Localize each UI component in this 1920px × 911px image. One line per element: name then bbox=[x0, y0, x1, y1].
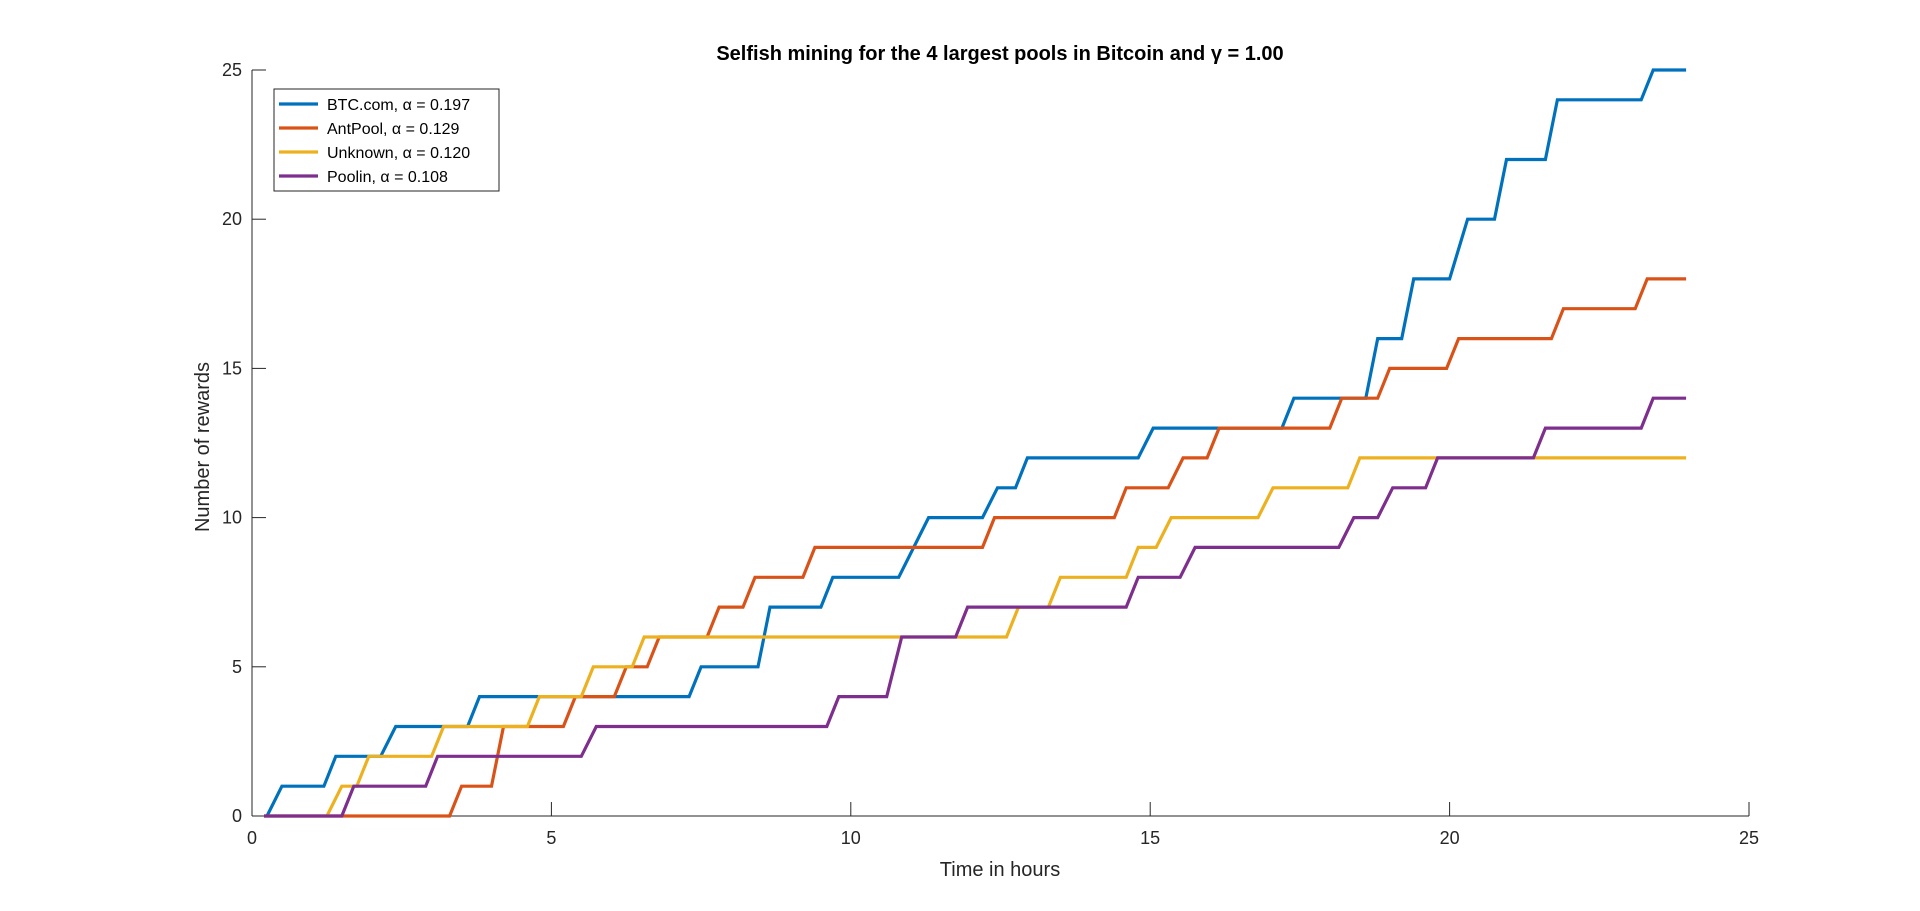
x-tick-label: 25 bbox=[1739, 828, 1759, 848]
series-line-4 bbox=[264, 396, 1687, 818]
y-tick-label: 0 bbox=[232, 806, 242, 826]
legend-entry-label: BTC.com, α = 0.197 bbox=[327, 97, 470, 114]
legend-entry-label: AntPool, α = 0.129 bbox=[327, 121, 460, 138]
y-tick-label: 10 bbox=[222, 508, 242, 528]
x-tick-label: 20 bbox=[1440, 828, 1460, 848]
chart-title: Selfish mining for the 4 largest pools i… bbox=[716, 43, 1283, 65]
legend: BTC.com, α = 0.197 AntPool, α = 0.129 Unkn… bbox=[273, 88, 500, 192]
legend-entry-label: Poolin, α = 0.108 bbox=[327, 169, 448, 186]
axes: 0 5 10 15 20 25 0 5 10 15 20 25 bbox=[222, 60, 1759, 848]
series-line-3 bbox=[325, 456, 1687, 817]
y-tick-label: 5 bbox=[232, 657, 242, 677]
y-tick-label: 15 bbox=[222, 358, 242, 378]
x-tick-label: 10 bbox=[841, 828, 861, 848]
x-tick-label: 5 bbox=[546, 828, 556, 848]
y-tick-label: 25 bbox=[222, 60, 242, 80]
x-tick-label: 15 bbox=[1140, 828, 1160, 848]
legend-entry-label: Unknown, α = 0.120 bbox=[327, 145, 470, 162]
x-tick-label: 0 bbox=[247, 828, 257, 848]
y-axis-label: Number of rewards bbox=[192, 362, 214, 532]
series-line-2 bbox=[264, 277, 1687, 818]
legend-box bbox=[273, 88, 500, 192]
x-axis-label: Time in hours bbox=[940, 859, 1060, 881]
series-group bbox=[264, 68, 1687, 818]
y-tick-label: 20 bbox=[222, 209, 242, 229]
